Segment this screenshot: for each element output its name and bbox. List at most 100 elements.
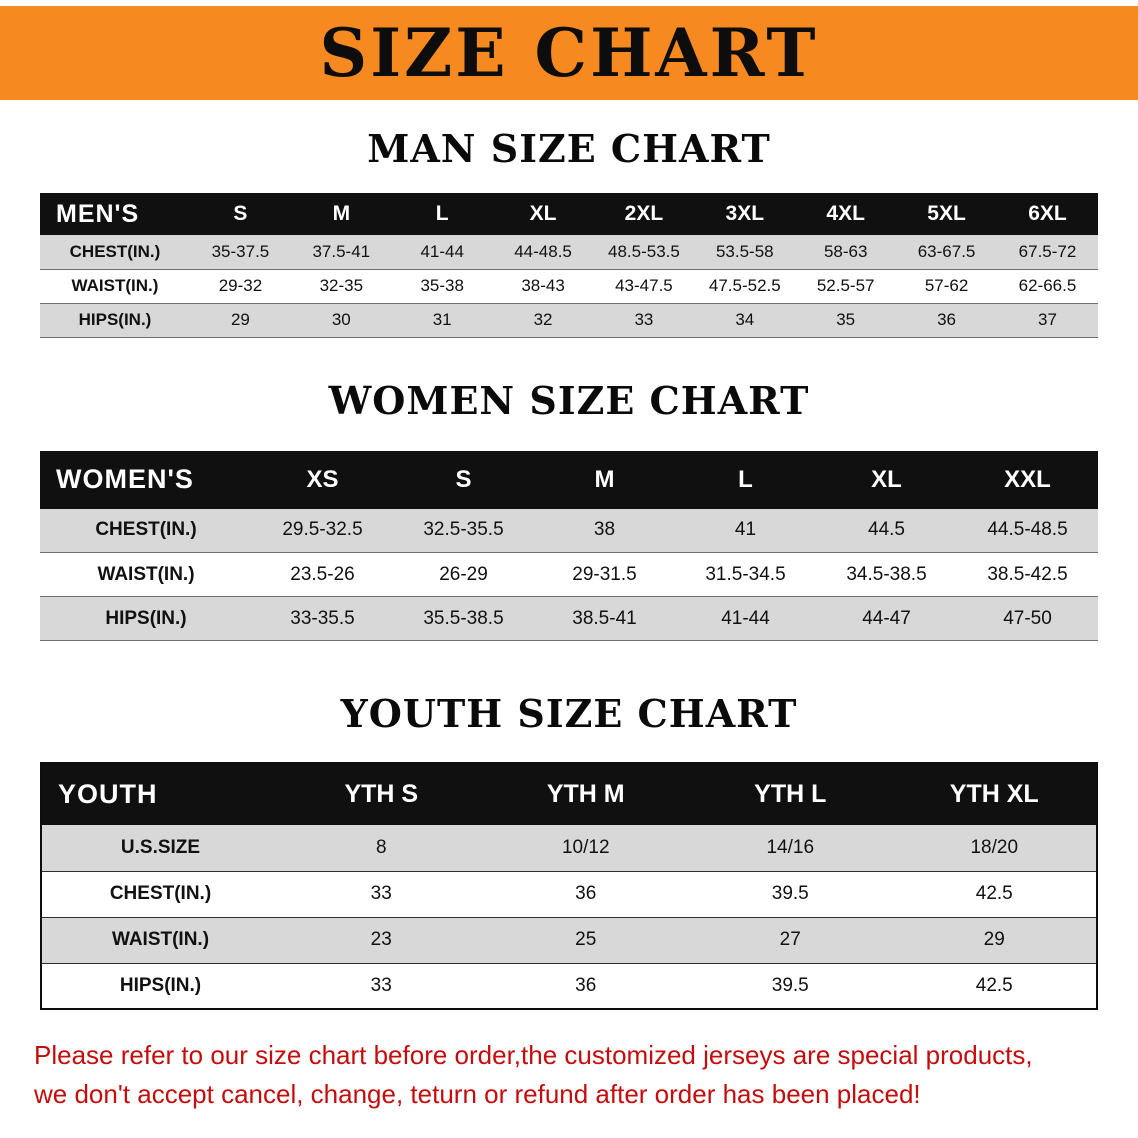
size-value: 35-38: [420, 276, 464, 295]
size-value: 44-47: [862, 607, 911, 629]
women-chest-row: CHEST(IN.) 29.5-32.5 32.5-35.5 38 41 44.…: [40, 508, 1098, 553]
men-section-heading: MAN SIZE CHART: [367, 126, 771, 171]
size-value: 31.5-34.5: [705, 563, 786, 585]
women-corner-label: WOMEN'S: [56, 464, 194, 494]
size-value: 31: [432, 310, 452, 329]
size-value: 38.5-42.5: [987, 563, 1068, 585]
size-value: 38-43: [521, 276, 565, 295]
size-value: 39.5: [771, 883, 809, 904]
size-value: 62-66.5: [1018, 276, 1077, 295]
size-value: 41-44: [721, 607, 770, 629]
men-column-header: XL: [529, 202, 557, 225]
size-value: 25: [575, 929, 597, 950]
size-value: 29.5-32.5: [282, 519, 363, 541]
row-label: HIPS(IN.): [105, 607, 187, 629]
size-value: 34: [735, 310, 755, 329]
women-hips-row: HIPS(IN.) 33-35.5 35.5-38.5 38.5-41 41-4…: [40, 596, 1098, 641]
men-column-header: M: [332, 202, 351, 225]
size-value: 29-32: [218, 276, 263, 295]
size-value: 37.5-41: [312, 241, 371, 261]
size-value: 33: [370, 974, 392, 996]
women-column-header: XL: [871, 465, 902, 493]
size-value: 41-44: [420, 241, 464, 261]
size-value: 36: [575, 974, 597, 996]
size-value: 53.5-58: [715, 241, 774, 261]
row-label: CHEST(IN.): [95, 519, 197, 541]
men-column-header: 2XL: [624, 202, 664, 225]
size-value: 23.5-26: [290, 563, 355, 585]
size-value: 27: [779, 929, 801, 950]
men-chest-row: CHEST(IN.) 35-37.5 37.5-41 41-44 44-48.5…: [40, 235, 1098, 269]
women-size-table: WOMEN'S XS S M L XL XXL CHEST(IN.) 29.5-…: [40, 450, 1098, 642]
size-value: 44.5: [868, 519, 905, 541]
notice-line-1: Please refer to our size chart before or…: [34, 1040, 1033, 1070]
size-value: 29-31.5: [572, 563, 637, 585]
women-column-header: XXL: [1004, 465, 1051, 493]
size-value: 38.5-41: [572, 607, 637, 629]
banner-title: SIZE CHART: [319, 14, 819, 92]
youth-column-header: YTH M: [546, 780, 625, 808]
size-value: 23: [370, 929, 392, 950]
men-column-header: 4XL: [826, 202, 865, 225]
men-waist-row: WAIST(IN.) 29-32 32-35 35-38 38-43 43-47…: [40, 269, 1098, 303]
size-value: 14/16: [766, 836, 815, 858]
men-size-table: MEN'S S M L XL 2XL 3XL 4XL 5XL 6XL CHEST…: [40, 193, 1098, 338]
size-value: 29: [983, 929, 1005, 950]
men-column-header: 3XL: [725, 202, 765, 225]
row-label: HIPS(IN.): [78, 310, 152, 329]
size-value: 33-35.5: [290, 607, 355, 629]
size-value: 42.5: [975, 883, 1013, 904]
size-value: 67.5-72: [1018, 241, 1077, 261]
size-value: 10/12: [561, 836, 610, 858]
size-value: 38: [593, 519, 616, 541]
size-value: 36: [575, 883, 597, 904]
size-value: 58-63: [823, 241, 868, 261]
women-section-heading: WOMEN SIZE CHART: [328, 377, 810, 423]
size-value: 39.5: [771, 974, 809, 996]
men-hips-row: HIPS(IN.) 29 30 31 32 33 34 35 36 37: [40, 303, 1098, 337]
women-column-header: XS: [306, 465, 339, 493]
size-value: 34.5-38.5: [846, 563, 927, 585]
size-value: 32.5-35.5: [423, 519, 504, 541]
size-value: 43-47.5: [615, 276, 673, 295]
size-value: 33: [370, 883, 392, 904]
size-chart-page: SIZE CHART MAN SIZE CHART MEN'S S M L XL…: [0, 6, 1138, 1114]
size-value: 35.5-38.5: [423, 607, 504, 629]
youth-section-heading: YOUTH SIZE CHART: [340, 691, 798, 736]
men-header-row: MEN'S S M L XL 2XL 3XL 4XL 5XL 6XL: [40, 193, 1098, 235]
women-column-header: S: [455, 465, 472, 493]
size-value: 36: [937, 310, 957, 329]
size-value: 57-62: [924, 276, 969, 295]
row-label: HIPS(IN.): [119, 974, 202, 996]
notice-line-2: we don't accept cancel, change, teturn o…: [34, 1079, 921, 1109]
size-value: 47-50: [1003, 607, 1052, 629]
size-value: 52.5-57: [816, 276, 875, 295]
size-value: 35-37.5: [211, 241, 270, 261]
size-value: 37: [1038, 310, 1057, 329]
women-header-row: WOMEN'S XS S M L XL XXL: [40, 450, 1098, 509]
youth-header-row: YOUTH YTH S YTH M YTH L YTH XL: [41, 763, 1097, 825]
women-waist-row: WAIST(IN.) 23.5-26 26-29 29-31.5 31.5-34…: [40, 552, 1098, 597]
size-value: 32-35: [319, 276, 364, 295]
size-value: 63-67.5: [917, 241, 976, 261]
youth-column-header: YTH S: [344, 780, 419, 808]
size-value: 8: [375, 836, 387, 858]
youth-column-header: YTH XL: [949, 780, 1039, 808]
youth-corner-label: YOUTH: [58, 779, 158, 809]
men-corner-label: MEN'S: [56, 199, 140, 228]
women-column-header: L: [738, 465, 753, 493]
size-value: 48.5-53.5: [608, 241, 680, 261]
men-column-header: S: [233, 202, 248, 225]
row-label: CHEST(IN.): [69, 241, 161, 261]
women-column-header: M: [594, 465, 615, 493]
row-label: CHEST(IN.): [109, 883, 212, 904]
youth-hips-row: HIPS(IN.) 33 36 39.5 42.5: [41, 963, 1097, 1009]
youth-ussize-row: U.S.SIZE 8 10/12 14/16 18/20: [41, 825, 1097, 871]
youth-size-table: YOUTH YTH S YTH M YTH L YTH XL U.S.SIZE …: [40, 762, 1098, 1010]
row-label: WAIST(IN.): [71, 276, 159, 295]
size-value: 18/20: [970, 836, 1019, 858]
youth-column-header: YTH L: [754, 780, 827, 808]
row-label: WAIST(IN.): [111, 929, 210, 950]
banner: SIZE CHART: [0, 6, 1138, 100]
men-column-header: 6XL: [1028, 202, 1067, 225]
